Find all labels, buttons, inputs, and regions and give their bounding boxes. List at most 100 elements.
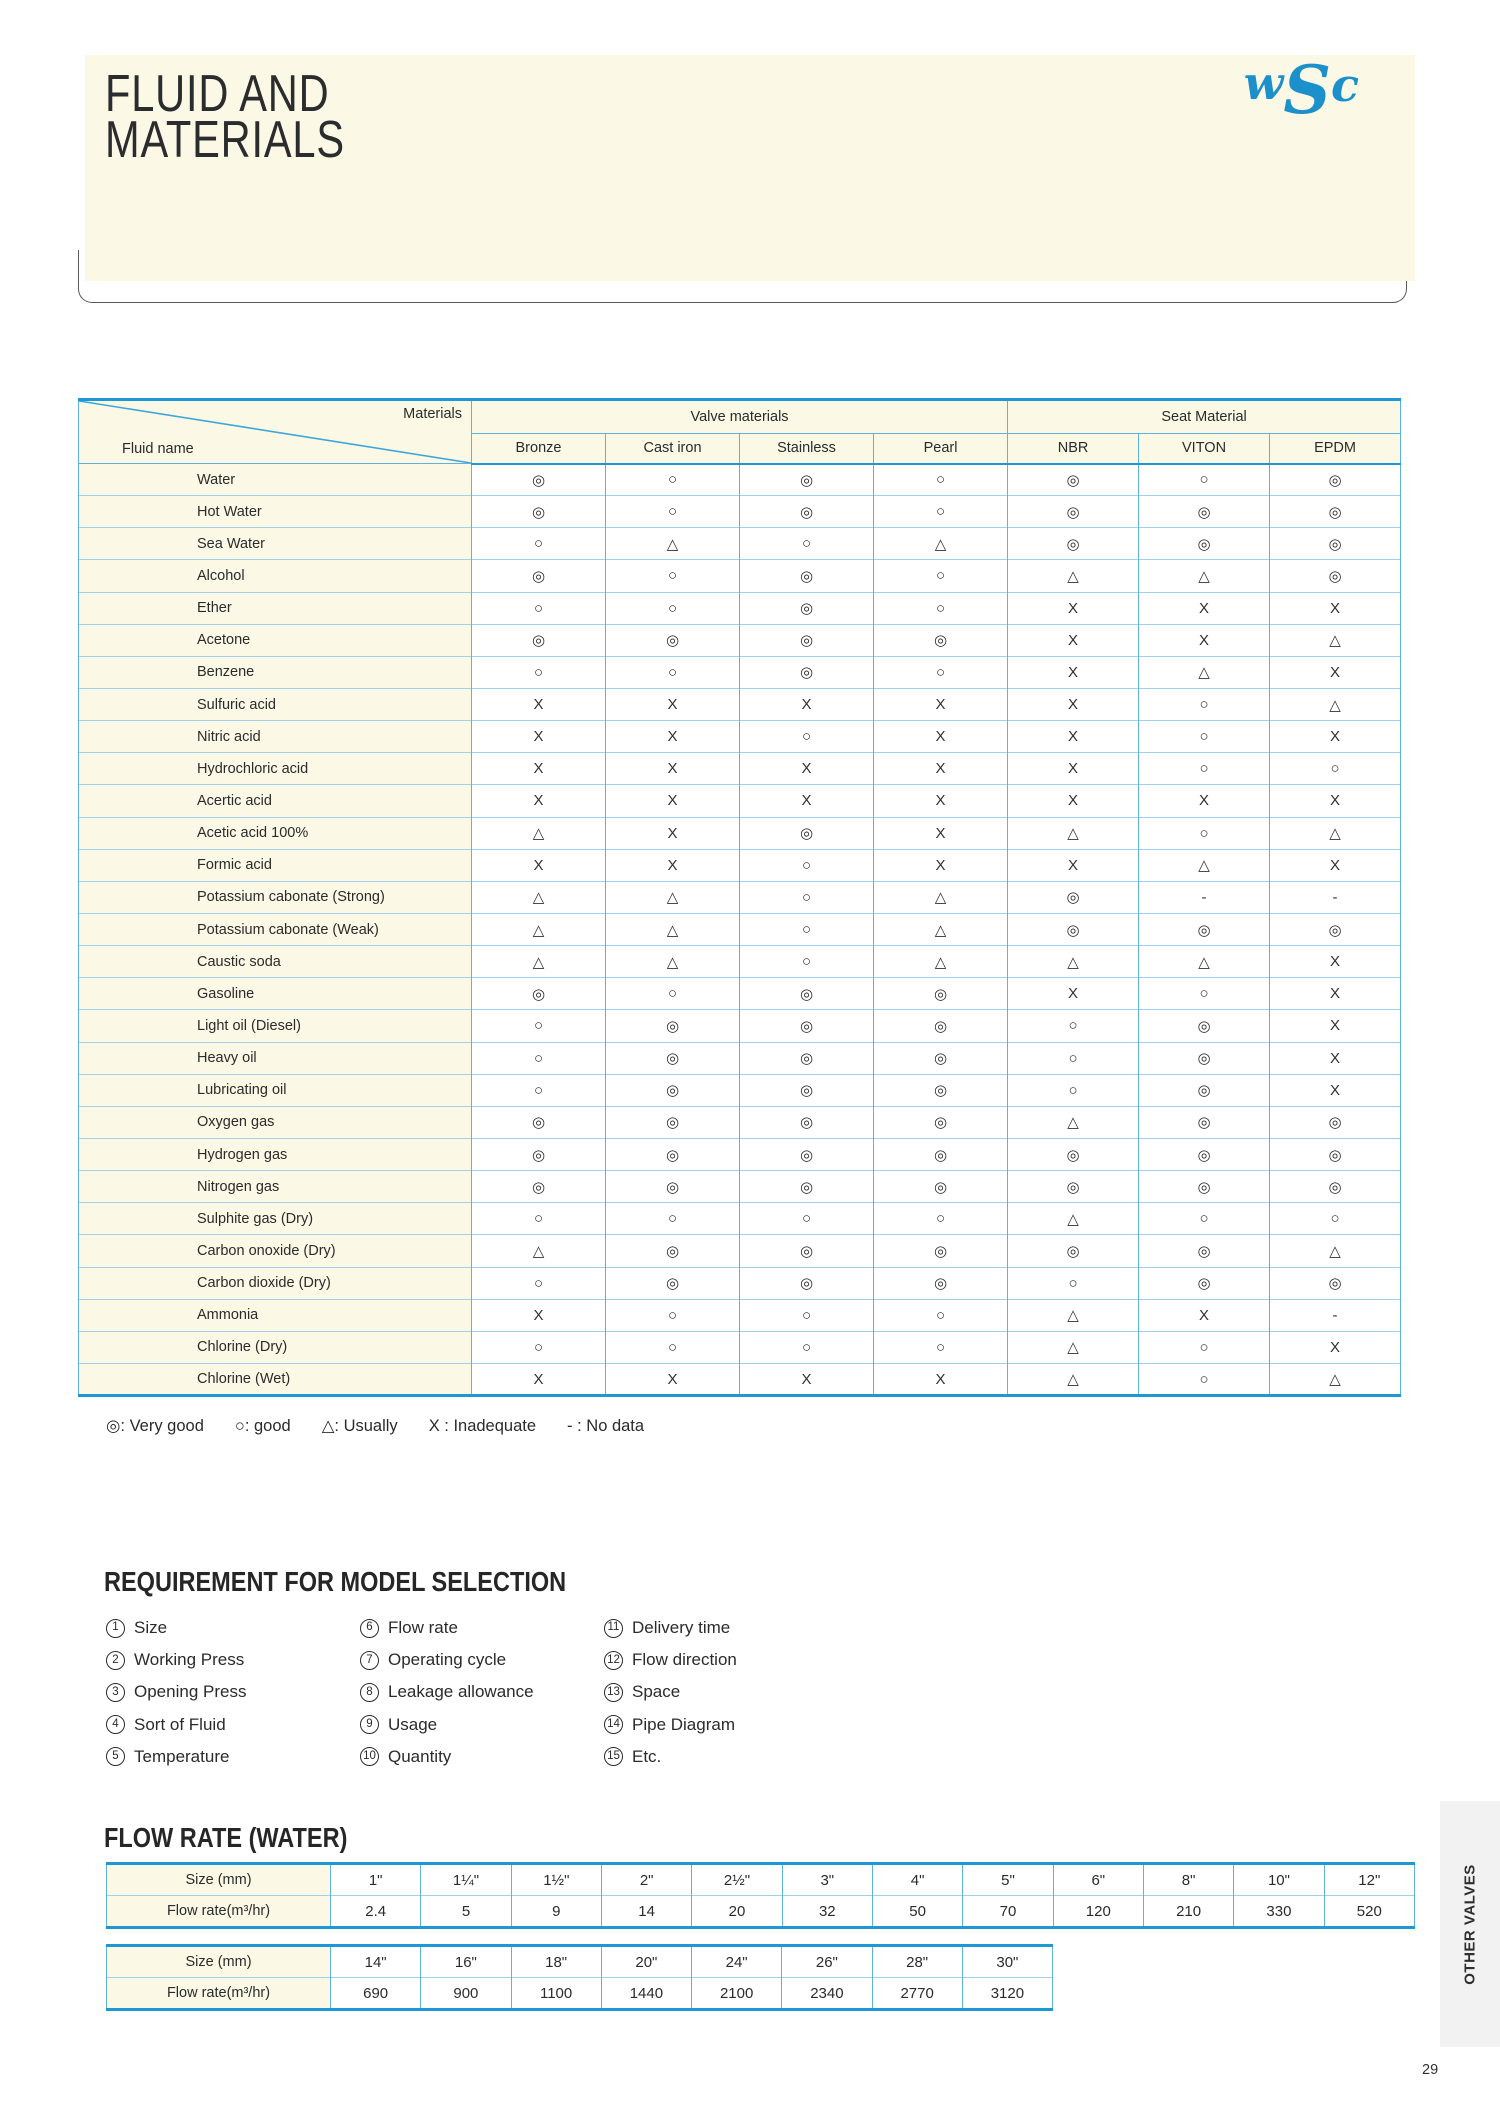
fluid-row: Acetone ◎ ◎ ◎ ◎ X X △	[78, 623, 1402, 657]
rating-cell: △	[1269, 816, 1402, 850]
rating-cell: ○	[872, 1298, 1009, 1332]
corner-cell: Materials Fluid name	[78, 399, 472, 464]
rating-cell: ◎	[1007, 495, 1140, 528]
rating-cell: △	[1007, 1330, 1140, 1364]
material-column-header: Bronze	[471, 433, 606, 465]
rating-cell: ○	[1007, 1266, 1140, 1300]
requirement-item: 9 Usage	[360, 1709, 604, 1741]
rating-cell: ◎	[1138, 1234, 1271, 1268]
rating-cell: X	[1269, 945, 1402, 978]
size-cell: 1½"	[510, 1863, 602, 1896]
rating-cell: △	[872, 880, 1009, 914]
rating-cell: ○	[872, 1202, 1009, 1235]
rating-cell: ◎	[872, 1009, 1009, 1043]
fluid-row: Gasoline ◎ ○ ◎ ◎ X ○ X	[78, 977, 1402, 1010]
rating-cell: ○	[1138, 1330, 1271, 1364]
fluid-name-cell: Acertic acid	[78, 784, 472, 818]
rating-cell: ○	[739, 848, 874, 882]
rating-cell: ◎	[605, 1041, 740, 1075]
fluid-table-head: Materials Fluid name Valve materials Sea…	[78, 399, 1402, 465]
rating-cell: -	[1269, 1298, 1402, 1332]
rating-cell: X	[872, 816, 1009, 850]
fluid-name-cell: Sulphite gas (Dry)	[78, 1202, 472, 1235]
fluid-row: Hydrogen gas ◎ ◎ ◎ ◎ ◎ ◎ ◎	[78, 1137, 1402, 1171]
rating-cell: X	[1269, 1041, 1402, 1075]
rating-cell: ◎	[739, 623, 874, 657]
fluid-row: Caustic soda △ △ ○ △ △ △ X	[78, 945, 1402, 978]
rating-cell: ◎	[605, 1137, 740, 1171]
fluid-row: Heavy oil ○ ◎ ◎ ◎ ○ ◎ X	[78, 1041, 1402, 1075]
requirement-label: Opening Press	[134, 1682, 247, 1702]
rate-cell: 20	[691, 1895, 783, 1928]
rating-cell: X	[1007, 848, 1140, 882]
rating-cell: X	[471, 720, 606, 753]
rating-cell: X	[1138, 623, 1271, 657]
fluid-row: Lubricating oil ○ ◎ ◎ ◎ ○ ◎ X	[78, 1073, 1402, 1107]
size-cell: 1"	[329, 1863, 422, 1896]
rating-cell: ◎	[1269, 1105, 1402, 1139]
size-cell: 16"	[420, 1945, 512, 1978]
rating-cell: ◎	[739, 462, 874, 496]
requirement-item: 1 Size	[106, 1612, 360, 1644]
rating-cell: ◎	[605, 1266, 740, 1300]
rating-cell: X	[1269, 1330, 1402, 1364]
rating-cell: ◎	[1007, 1170, 1140, 1203]
size-cell: 20"	[600, 1945, 693, 1978]
fluid-row: Chlorine (Dry) ○ ○ ○ ○ △ ○ X	[78, 1330, 1402, 1364]
rating-cell: ◎	[739, 1073, 874, 1107]
rating-cell: △	[1269, 623, 1402, 657]
material-column-header: Cast iron	[605, 433, 740, 465]
rating-cell: ○	[1269, 752, 1402, 785]
rating-cell: X	[471, 1298, 606, 1332]
rating-cell: X	[872, 752, 1009, 785]
group-header-seat-material: Seat Material	[1007, 399, 1402, 434]
fluid-name-cell: Benzene	[78, 655, 472, 689]
rating-cell: X	[1007, 784, 1140, 818]
rating-cell: ◎	[872, 1170, 1009, 1203]
rating-cell: ○	[471, 527, 606, 560]
material-column-header: Pearl	[872, 433, 1009, 465]
requirement-label: Leakage allowance	[388, 1682, 534, 1702]
rate-cell: 2100	[690, 1977, 783, 2010]
requirement-label: Pipe Diagram	[632, 1714, 735, 1734]
requirements-column: 11 Delivery time 12 Flow direction 13 Space 14…	[604, 1612, 904, 1773]
rating-cell: X	[739, 1362, 874, 1396]
rating-cell: X	[605, 687, 740, 721]
diagonal-divider	[79, 401, 471, 463]
size-cell: 8"	[1142, 1863, 1235, 1896]
rating-cell: ◎	[739, 1170, 874, 1203]
rating-cell: ○	[1138, 687, 1271, 721]
flow-rate-table-1: Size (mm) 1" 1¼" 1½" 2" 2½" 3" 4" 5" 6" 8" 10" 12" Fl…	[106, 1862, 1416, 1929]
rating-cell: ◎	[872, 1105, 1009, 1139]
rating-cell: X	[1007, 977, 1140, 1010]
fluid-row: Sulphite gas (Dry) ○ ○ ○ ○ △ ○ ○	[78, 1202, 1402, 1235]
size-cell: 12"	[1323, 1863, 1416, 1896]
rating-cell: ◎	[739, 591, 874, 625]
rating-cell: X	[872, 784, 1009, 818]
rating-cell: ◎	[739, 1234, 874, 1268]
corner-label-fluid-name: Fluid name	[122, 441, 194, 457]
size-cell: 26"	[781, 1945, 873, 1978]
rating-cell: ○	[739, 945, 874, 978]
rating-cell: △	[605, 945, 740, 978]
rating-cell: △	[872, 912, 1009, 946]
rating-cell: X	[1007, 591, 1140, 625]
fluid-name-cell: Oxygen gas	[78, 1105, 472, 1139]
requirements-column: 6 Flow rate 7 Operating cycle 8 Leakage allow…	[360, 1612, 604, 1773]
rating-cell: ○	[471, 655, 606, 689]
requirement-item: 10 Quantity	[360, 1741, 604, 1773]
size-label-cell: Size (mm)	[106, 1945, 331, 1978]
rating-cell: ◎	[739, 1041, 874, 1075]
requirement-item: 8 Leakage allowance	[360, 1676, 604, 1708]
column-header-row: Bronze Cast iron Stainless Pearl NBR VITON EPD…	[79, 433, 1402, 465]
size-cell: 5"	[962, 1863, 1054, 1896]
fluid-name-cell: Acetic acid 100%	[78, 816, 472, 850]
rating-cell: ◎	[739, 655, 874, 689]
rating-cell: X	[872, 720, 1009, 753]
flow-table-1-body: Size (mm) 1" 1¼" 1½" 2" 2½" 3" 4" 5" 6" 8" 10" 12" Fl…	[106, 1863, 1416, 1928]
rating-cell: △	[1138, 848, 1271, 882]
rating-cell: △	[1138, 655, 1271, 689]
rating-cell: △	[471, 1234, 606, 1268]
rating-cell: ◎	[471, 1105, 606, 1139]
circled-number: 14	[604, 1715, 623, 1735]
